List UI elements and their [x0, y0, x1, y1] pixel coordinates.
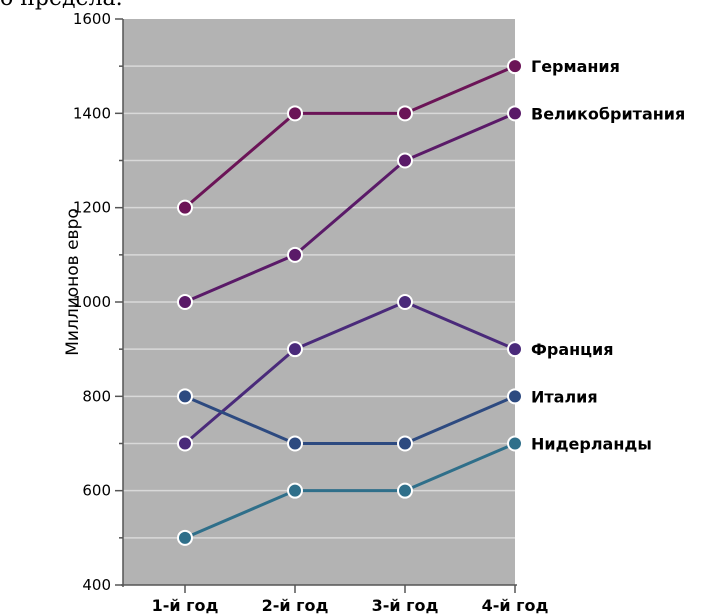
data-point: [177, 294, 193, 310]
x-tick-label: 2-й год: [262, 596, 329, 615]
series-line: [184, 442, 516, 540]
data-point: [397, 152, 413, 169]
data-point: [177, 529, 193, 546]
y-tick-label: 1400: [73, 104, 111, 122]
series-label: Италия: [531, 387, 598, 406]
top-text-fragment: о предела.: [0, 0, 123, 11]
x-tick-label: 3-й год: [372, 596, 439, 615]
y-tick-label: 1600: [73, 10, 111, 28]
x-tick-label: 1-й год: [152, 596, 219, 615]
series-line: [184, 111, 516, 304]
data-point: [287, 482, 303, 499]
series-labels: Германия Великобритания Франция Италия Нидер…: [531, 57, 685, 453]
series-label: Франция: [531, 340, 614, 359]
y-tick-label: 600: [82, 482, 111, 500]
data-point: [397, 105, 413, 122]
y-tick-label: 800: [82, 387, 111, 405]
data-point: [397, 294, 413, 310]
data-point: [507, 58, 523, 75]
series-label: Великобритания: [531, 104, 685, 123]
series-label: Германия: [531, 57, 620, 76]
data-point: [287, 341, 303, 358]
data-point: [507, 341, 523, 358]
series-line: [184, 300, 516, 445]
data-point: [507, 435, 523, 452]
data-point: [177, 388, 193, 405]
series-label: Нидерланды: [531, 435, 652, 454]
y-tick-label: 1000: [73, 293, 111, 311]
axes: [115, 18, 517, 593]
series-line: [184, 64, 516, 209]
y-axis-label: Миллионов евро: [63, 208, 83, 356]
y-tick-label: 400: [82, 576, 111, 594]
series-line: [184, 394, 516, 445]
data-point: [177, 435, 193, 452]
data-point: [397, 435, 413, 452]
y-tick-label: 1200: [73, 199, 111, 217]
data-point: [507, 105, 523, 122]
series-points: [177, 58, 523, 546]
data-point: [397, 482, 413, 499]
data-point: [287, 246, 303, 263]
data-point: [287, 435, 303, 452]
x-tick-label: 4-й год: [482, 596, 549, 615]
data-point: [507, 388, 523, 405]
tick-labels: 400 600 800 1000 1200 1400 1600 1-й год 2-й год 3…: [73, 10, 549, 615]
series-lines: [184, 64, 516, 540]
data-point: [177, 199, 193, 216]
data-point: [287, 105, 303, 122]
